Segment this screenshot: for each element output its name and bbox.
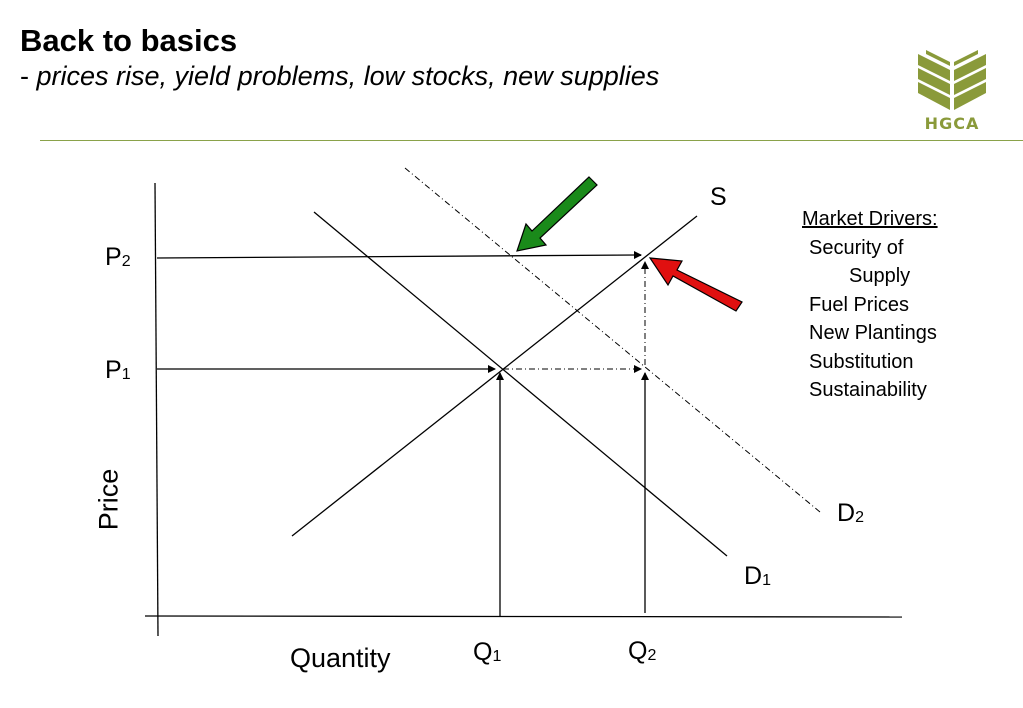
demand-curve-d2 [404,167,821,513]
subtitle-dash: - [20,61,29,91]
supply-label: S [710,183,727,211]
p2-price-line [156,251,642,260]
q1-label: Q1 [473,638,502,666]
header-divider [40,140,1023,141]
driver-item: Fuel Prices [809,293,910,316]
x-axis-label: Quantity [290,643,391,673]
red-arrow [648,257,743,312]
x-axis [144,615,903,618]
driver-item: Security of [809,236,904,259]
p1-label: P1 [105,356,131,384]
y-axis-label: Price [93,468,124,531]
green-arrow [516,176,598,252]
driver-item: New Plantings [809,322,937,344]
logo-text: HGCA [924,114,980,133]
q2-label: Q2 [628,637,657,665]
y-axis [154,182,159,637]
driver-item: Supply [849,265,911,287]
slide-title: Back to basics [20,23,238,58]
d1-label: D1 [744,562,771,590]
wheat-leaf-icon [918,50,986,110]
hgca-logo: HGCA [912,48,992,134]
p2-label: P2 [105,243,131,271]
driver-item: Substitution [809,350,914,373]
supply-curve [291,215,698,537]
market-drivers-box: Market Drivers: Security of Supply Fuel … [802,205,938,405]
subtitle-text: prices rise, yield problems, low stocks,… [36,61,660,91]
driver-item: Sustainability [809,379,927,401]
market-drivers-heading: Market Drivers: [802,208,938,230]
demand-curve-d1 [313,211,728,557]
slide-subtitle: - prices rise, yield problems, low stock… [20,60,659,92]
d2-label: D2 [837,499,864,527]
